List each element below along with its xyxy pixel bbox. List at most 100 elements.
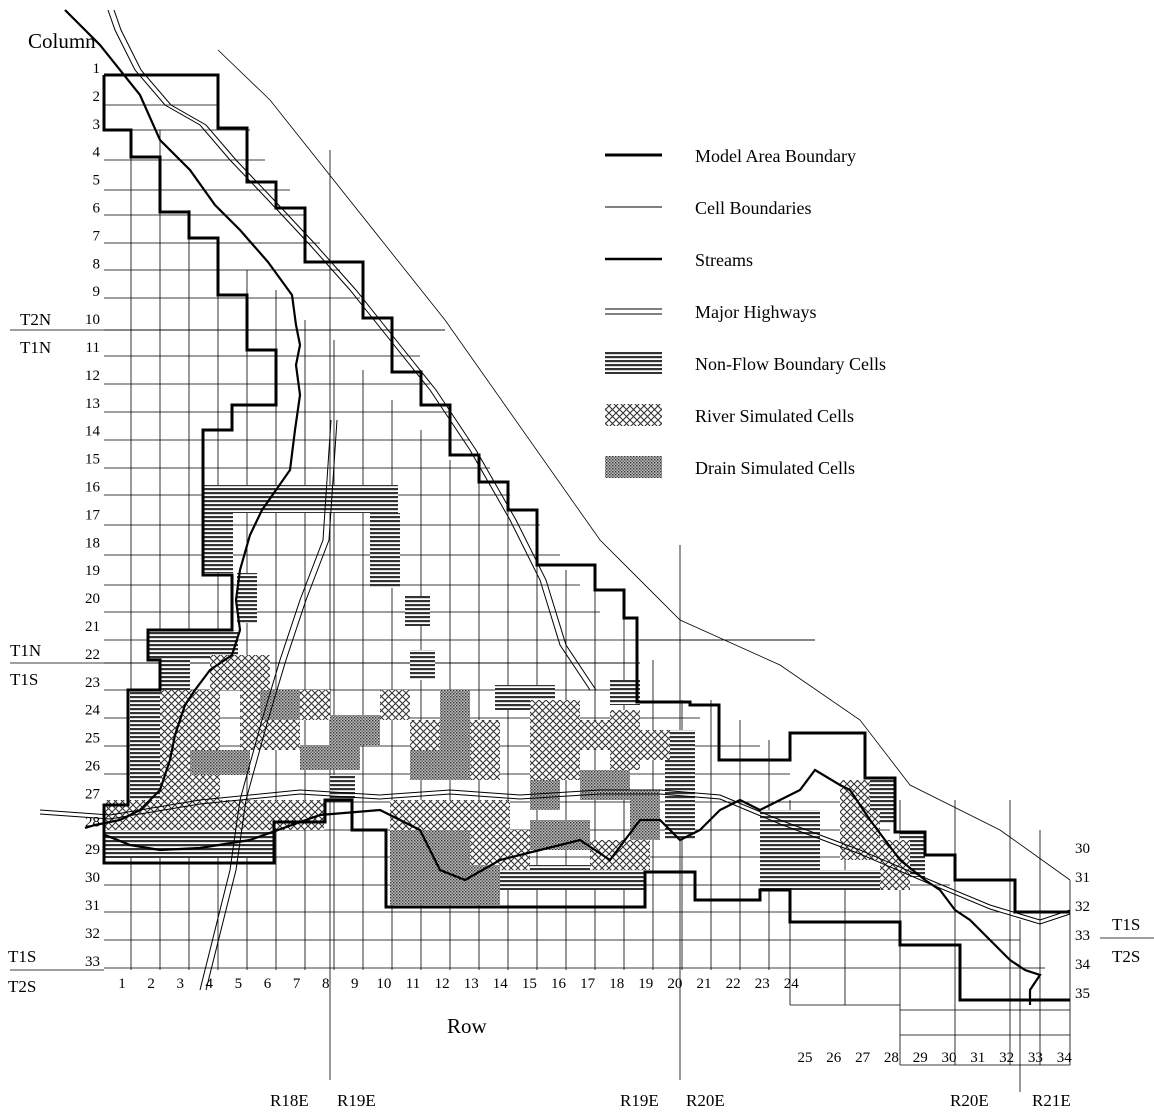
row-label-16: 16: [551, 976, 567, 992]
river-cells: [104, 655, 910, 890]
township-t1s-mid: T1S: [10, 670, 38, 689]
row-label-8: 8: [322, 976, 330, 992]
column-label-32: 32: [85, 926, 100, 942]
row-label-17: 17: [580, 976, 596, 992]
column-label-right-32: 32: [1075, 899, 1090, 915]
legend-nonflow-label: Non-Flow Boundary Cells: [695, 354, 886, 374]
column-label-10: 10: [85, 312, 100, 328]
model-area-boundary: [102, 73, 1070, 1002]
column-label-12: 12: [85, 368, 100, 384]
column-label-9: 9: [93, 284, 101, 300]
column-label-19: 19: [85, 563, 100, 579]
column-label-5: 5: [93, 173, 101, 189]
column-label-30: 30: [85, 870, 100, 886]
row-label-10: 10: [376, 976, 391, 992]
column-label-28: 28: [85, 814, 100, 830]
column-labels-left: 1234567891011121314151617181920212223242…: [85, 61, 101, 970]
row-label-lower-33: 33: [1028, 1050, 1043, 1066]
range-r19e-a: R19E: [337, 1091, 376, 1110]
column-label-21: 21: [85, 619, 100, 635]
row-label-12: 12: [435, 976, 450, 992]
column-label-3: 3: [93, 117, 101, 133]
row-label-2: 2: [147, 976, 155, 992]
column-label-7: 7: [93, 228, 101, 244]
row-label-15: 15: [522, 976, 537, 992]
legend-streams-label: Streams: [695, 250, 753, 270]
row-label-14: 14: [493, 976, 509, 992]
column-label-right-31: 31: [1075, 870, 1090, 886]
column-label-16: 16: [85, 480, 101, 496]
column-axis-title: Column: [28, 29, 96, 53]
row-label-20: 20: [667, 976, 682, 992]
row-label-7: 7: [293, 976, 301, 992]
column-label-26: 26: [85, 759, 101, 775]
legend-nonflow-swatch: [605, 352, 662, 374]
major-highways: [39, 9, 1071, 991]
row-label-13: 13: [464, 976, 479, 992]
row-label-9: 9: [351, 976, 359, 992]
township-t2s-right: T2S: [1112, 947, 1140, 966]
range-r20e-a: R20E: [686, 1091, 725, 1110]
township-t1n-mid: T1N: [10, 641, 41, 660]
column-label-15: 15: [85, 452, 100, 468]
row-label-18: 18: [609, 976, 624, 992]
column-label-31: 31: [85, 898, 100, 914]
row-labels-lower: 25 26 27 28 29 30 31 32 33 34: [798, 1050, 1073, 1066]
row-label-lower-31: 31: [970, 1050, 985, 1066]
column-label-right-30: 30: [1075, 841, 1090, 857]
legend-river-swatch: [605, 404, 662, 426]
column-label-24: 24: [85, 703, 101, 719]
column-label-25: 25: [85, 731, 100, 747]
column-label-2: 2: [93, 89, 101, 105]
column-label-right-35: 35: [1075, 986, 1090, 1002]
range-labels: R18E R19E R19E R20E R20E R21E: [270, 1091, 1071, 1110]
township-t1s-right: T1S: [1112, 915, 1140, 934]
column-label-29: 29: [85, 842, 100, 858]
column-label-1: 1: [93, 61, 101, 77]
range-r19e-b: R19E: [620, 1091, 659, 1110]
row-label-3: 3: [176, 976, 184, 992]
row-label-19: 19: [638, 976, 653, 992]
column-label-6: 6: [93, 201, 101, 217]
column-labels-right: 30 31 32 33 34 35: [1075, 841, 1091, 1002]
legend-cell-boundaries-label: Cell Boundaries: [695, 198, 811, 218]
streams: [64, 9, 1042, 1005]
legend-highways-label: Major Highways: [695, 302, 816, 322]
row-label-5: 5: [235, 976, 243, 992]
column-label-8: 8: [93, 256, 101, 272]
column-label-18: 18: [85, 535, 100, 551]
column-label-4: 4: [93, 145, 101, 161]
row-label-11: 11: [406, 976, 420, 992]
legend-drain-label: Drain Simulated Cells: [695, 458, 855, 478]
row-label-21: 21: [697, 976, 712, 992]
column-label-right-34: 34: [1075, 957, 1091, 973]
cell-grid: [10, 49, 1154, 1092]
row-label-lower-26: 26: [826, 1050, 842, 1066]
column-label-14: 14: [85, 424, 101, 440]
row-label-lower-30: 30: [942, 1050, 957, 1066]
row-labels-main: 1 2 3 4 5 6 7 8 9 10 11 12 13 14 15 16 17 18 19 20 21 22 23 24: [118, 976, 799, 992]
row-label-lower-27: 27: [855, 1050, 871, 1066]
township-labels: T2N T1N T1N T1S T1S T2S T1S T2S: [8, 310, 1140, 996]
column-label-13: 13: [85, 396, 100, 412]
legend: Model Area Boundary Cell Boundaries Stre…: [605, 146, 886, 478]
column-label-17: 17: [85, 507, 101, 523]
column-label-right-33: 33: [1075, 928, 1090, 944]
row-label-23: 23: [755, 976, 770, 992]
township-t2s-low: T2S: [8, 977, 36, 996]
range-r21e: R21E: [1032, 1091, 1071, 1110]
column-label-27: 27: [85, 786, 101, 802]
column-label-23: 23: [85, 675, 100, 691]
column-label-11: 11: [86, 340, 100, 356]
range-r18e: R18E: [270, 1091, 309, 1110]
row-axis-title: Row: [447, 1014, 488, 1038]
row-label-1: 1: [118, 976, 126, 992]
township-t2n-top: T2N: [20, 310, 51, 329]
row-label-lower-25: 25: [798, 1050, 813, 1066]
column-label-20: 20: [85, 591, 100, 607]
legend-drain-swatch: [605, 456, 662, 478]
column-label-22: 22: [85, 647, 100, 663]
row-label-24: 24: [784, 976, 800, 992]
row-label-6: 6: [264, 976, 272, 992]
